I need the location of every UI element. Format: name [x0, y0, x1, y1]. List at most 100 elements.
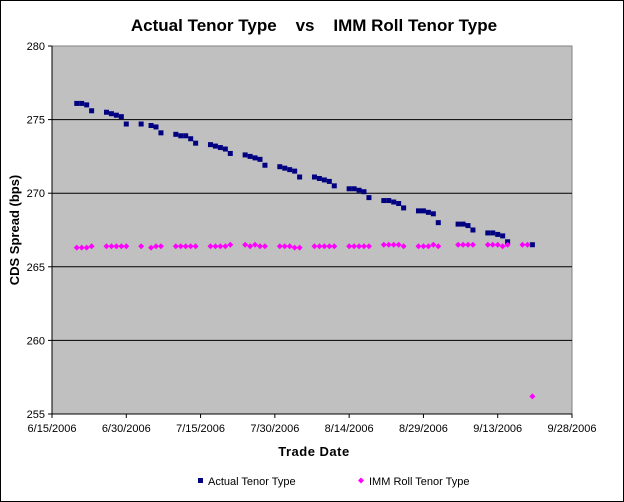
data-point	[212, 243, 219, 250]
data-point	[420, 208, 426, 214]
legend-marker-actual-tenor-type	[198, 478, 203, 483]
data-point	[103, 243, 110, 250]
y-tick-label: 275	[27, 115, 45, 127]
data-point	[84, 102, 90, 108]
data-point	[469, 241, 476, 248]
data-point	[365, 243, 372, 250]
data-point	[113, 243, 120, 250]
data-point	[276, 243, 283, 250]
y-tick-label: 260	[27, 335, 45, 347]
data-point	[222, 146, 228, 152]
data-point	[207, 243, 214, 250]
x-tick-label: 9/13/2006	[473, 423, 522, 435]
data-point	[484, 241, 491, 248]
data-point	[415, 208, 421, 214]
legend-label-imm-roll-tenor-type: IMM Roll Tenor Type	[369, 476, 469, 488]
data-point	[524, 241, 531, 248]
data-point	[460, 221, 466, 227]
data-point	[321, 177, 327, 183]
data-point	[356, 243, 363, 250]
data-point	[257, 156, 263, 162]
data-point	[89, 108, 95, 114]
data-point	[252, 155, 258, 161]
gridlines	[52, 119, 572, 341]
data-point	[396, 201, 402, 207]
data-point	[291, 244, 298, 251]
data-point	[380, 241, 387, 248]
data-point	[148, 122, 154, 128]
data-point	[207, 142, 213, 148]
data-point	[346, 186, 352, 192]
data-point	[138, 121, 144, 127]
data-point	[242, 241, 249, 248]
legend-marker-imm-roll-tenor-type	[358, 477, 364, 484]
data-point	[118, 243, 125, 250]
chart-title: Actual Tenor Type vs IMM Roll Tenor Type	[131, 16, 497, 35]
data-point	[465, 241, 471, 248]
data-point	[381, 198, 387, 204]
data-point	[504, 241, 511, 248]
x-axis-title: Trade Date	[278, 444, 349, 459]
data-point	[489, 241, 496, 248]
data-point	[193, 140, 199, 146]
data-point	[281, 243, 288, 250]
y-tick-label: 270	[27, 188, 45, 200]
data-point	[455, 241, 462, 248]
x-tick-label: 8/14/2006	[325, 423, 374, 435]
data-point	[430, 211, 436, 217]
data-point	[282, 165, 288, 171]
data-point	[499, 243, 506, 250]
data-point	[529, 393, 536, 400]
data-point	[425, 209, 431, 215]
x-tick-label: 6/30/2006	[102, 423, 151, 435]
data-point	[192, 243, 199, 250]
data-point	[257, 243, 263, 250]
data-point	[485, 230, 491, 236]
data-point	[123, 121, 129, 127]
data-point	[297, 174, 303, 180]
data-point	[460, 241, 467, 248]
data-point	[286, 243, 293, 250]
data-point	[361, 189, 367, 195]
data-point	[500, 233, 506, 239]
data-point	[356, 187, 362, 193]
data-point	[148, 244, 155, 251]
data-point	[138, 243, 145, 250]
data-point	[316, 175, 322, 181]
data-point	[247, 243, 254, 250]
data-point	[262, 162, 268, 168]
data-point	[495, 231, 501, 237]
data-point	[490, 230, 496, 236]
data-point	[172, 243, 179, 250]
data-point	[391, 199, 397, 205]
data-point	[455, 221, 461, 227]
data-point	[351, 243, 358, 250]
data-point	[252, 241, 259, 248]
data-point	[425, 243, 432, 250]
data-point	[435, 243, 442, 250]
x-axis: 6/15/2006 6/30/2006 7/15/2006 7/30/2006 8/14…	[28, 413, 596, 435]
y-axis-title: CDS Spread (bps)	[7, 175, 22, 286]
data-point	[361, 243, 367, 250]
data-point	[212, 143, 218, 149]
data-point	[401, 205, 407, 211]
plot-area	[51, 45, 573, 415]
data-point	[108, 243, 115, 250]
data-point	[296, 244, 303, 251]
y-tick-label: 255	[27, 409, 45, 421]
data-point	[183, 133, 189, 139]
data-point	[400, 243, 407, 250]
data-point	[157, 243, 164, 250]
data-point	[113, 112, 119, 118]
data-point	[277, 164, 283, 170]
x-tick-label: 7/30/2006	[250, 423, 299, 435]
data-point	[346, 243, 353, 250]
data-point	[311, 243, 318, 250]
data-point	[366, 195, 372, 201]
data-point	[351, 186, 357, 192]
y-tick-label: 265	[27, 262, 45, 274]
data-point	[108, 111, 114, 117]
data-point	[73, 244, 80, 251]
data-point	[326, 178, 332, 184]
